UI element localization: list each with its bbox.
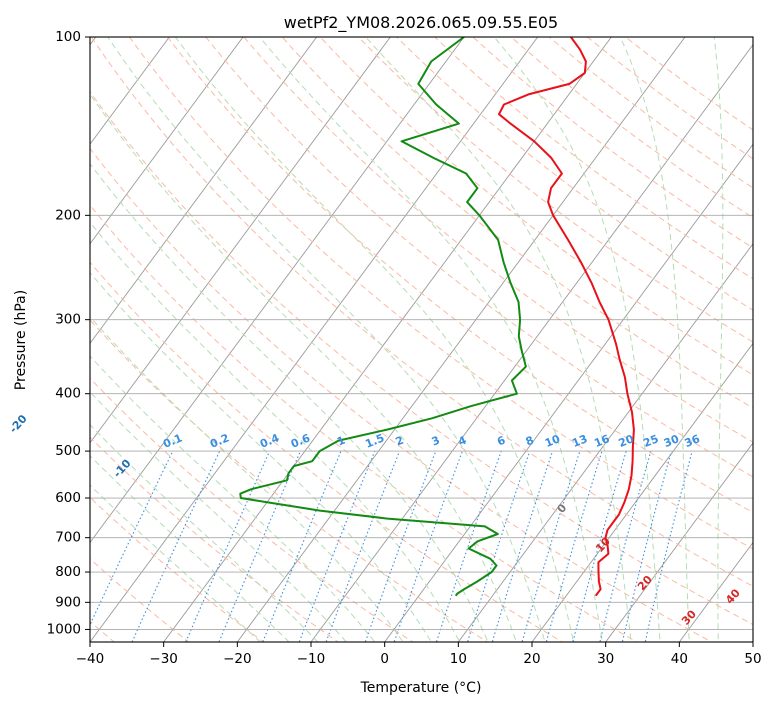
x-tick-label: 40 bbox=[671, 651, 688, 667]
x-tick-label: −40 bbox=[76, 651, 105, 667]
y-axis-label: Pressure (hPa) bbox=[13, 290, 29, 390]
y-tick-label: 200 bbox=[55, 207, 81, 223]
y-tick-label: 500 bbox=[55, 443, 81, 459]
y-tick-label: 800 bbox=[55, 564, 81, 580]
y-tick-label: 700 bbox=[55, 530, 81, 546]
x-axis-label: Temperature (°C) bbox=[360, 680, 482, 696]
y-tick-label: 900 bbox=[55, 594, 81, 610]
x-tick-label: 0 bbox=[380, 651, 389, 667]
x-tick-label: 20 bbox=[523, 651, 540, 667]
x-tick-label: 10 bbox=[450, 651, 467, 667]
x-tick-label: −20 bbox=[223, 651, 252, 667]
y-tick-label: 300 bbox=[55, 312, 81, 328]
y-tick-label: 600 bbox=[55, 490, 81, 506]
y-tick-label: 1000 bbox=[47, 621, 81, 637]
x-tick-label: 30 bbox=[597, 651, 614, 667]
x-tick-label: −30 bbox=[149, 651, 178, 667]
y-tick-label: 100 bbox=[55, 29, 81, 45]
x-tick-label: −10 bbox=[297, 651, 326, 667]
x-tick-label: 50 bbox=[744, 651, 761, 667]
y-tick-label: 400 bbox=[55, 386, 81, 402]
chart-title: wetPf2_YM08.2026.065.09.55.E05 bbox=[284, 13, 558, 33]
